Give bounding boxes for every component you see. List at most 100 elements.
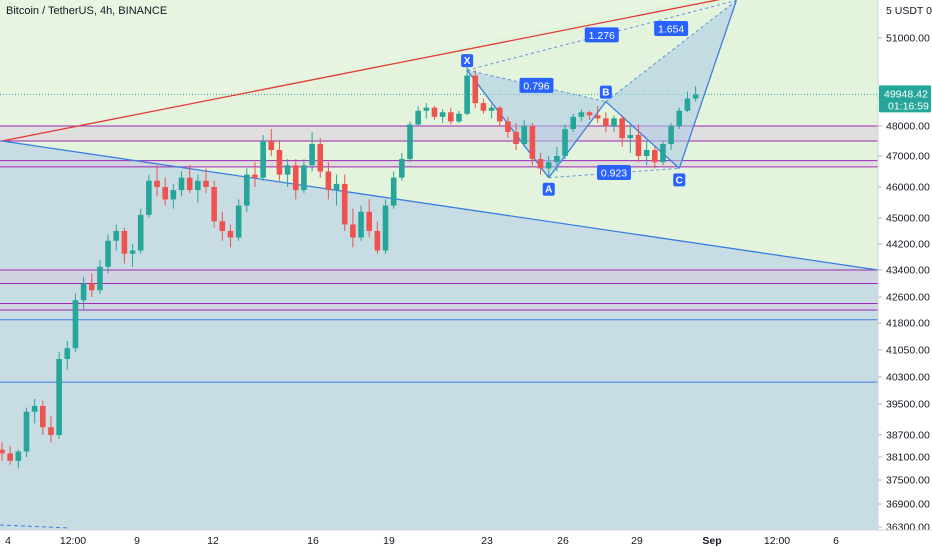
candle [660,141,666,166]
candle [570,113,576,132]
candle-body [56,359,62,435]
candle [211,180,217,228]
candle [88,273,95,297]
pattern-ratio-line [548,167,680,179]
x-tick-label: 9 [134,535,140,547]
candle-body [325,171,332,191]
pattern-point-a: A [545,185,552,196]
candle-body [276,150,283,175]
candle-body [268,141,275,150]
candle-body [652,150,658,163]
y-tick-label: 46000.00 [886,182,930,194]
candle-body [121,231,128,254]
candle-body [643,150,650,156]
time-axis-bg [0,530,932,550]
pattern-leg [548,101,607,179]
price-axis: 51000.0049900.0048000.0047000.0046000.00… [877,0,932,550]
x-tick-label: 12:00 [60,535,86,547]
candle [129,244,136,267]
candle [350,208,356,248]
candle [325,162,332,200]
x-tick-label: Sep [702,535,721,547]
candle-body [105,240,111,267]
candle [186,165,193,194]
candle-body [88,283,95,291]
candle-body [390,177,397,206]
candle [415,106,421,126]
candle-body [211,187,217,222]
y-tick-label: 41050.00 [886,345,930,357]
candle [268,129,275,156]
candle-body [415,110,421,125]
candle [390,171,397,209]
candle-body [23,411,30,452]
candle [603,112,609,132]
candle [48,415,54,443]
candle-body [203,180,209,187]
candle [0,442,5,461]
time-axis: 4 12:00 9 12 16 19 23 26 29 Sep 12:00 6 [0,529,932,550]
candle [407,121,413,163]
candle [513,122,519,150]
candle [594,106,601,123]
pattern-point-box-a [542,182,555,196]
candle [97,260,103,294]
candle [472,70,479,108]
candle [203,168,209,194]
candle-body [48,427,54,435]
candle-body [570,116,576,129]
candle [627,126,634,153]
candle-body [113,231,120,241]
candle [227,224,234,248]
y-tick-label: 44200.00 [886,239,930,251]
ratio-label: 1.654 [658,24,684,36]
candle [684,91,691,113]
candle [456,110,462,123]
candle-body [578,112,585,117]
candle-body [684,98,691,111]
candle [260,135,266,181]
candle-body [382,205,389,251]
candle [521,119,528,147]
candle [668,122,674,150]
candle-body [521,126,528,144]
candle-body [252,174,258,178]
pattern-point-b: B [602,88,609,99]
trendlines [1,0,879,271]
last-price-tag [879,85,931,113]
candle-body [366,211,372,231]
candle [113,224,120,251]
candle [80,276,87,310]
candle [496,106,503,126]
background-zones [0,0,878,530]
candle-body [660,144,666,163]
candle [676,107,683,129]
candle [23,407,30,457]
candle [317,138,324,178]
candle [137,208,144,254]
pattern-leg [678,0,738,169]
horizontal-levels [0,93,878,383]
candle-body [162,187,168,200]
candle-body [456,113,462,122]
candle [341,174,348,231]
level-band [0,126,878,141]
candle [652,147,658,169]
x-tick-label: 12:00 [764,535,790,547]
candle-body [154,180,160,187]
candle [382,199,389,254]
candle-body [668,126,674,144]
candle-body [309,144,315,166]
candle [611,115,617,132]
candle-body [235,205,242,238]
candle [578,109,585,122]
x-tick-label: 12 [207,535,219,547]
candle-body [129,250,136,254]
candle [162,177,168,206]
candle-body [178,177,185,191]
candle-body [529,126,536,160]
candle-body [692,94,699,99]
